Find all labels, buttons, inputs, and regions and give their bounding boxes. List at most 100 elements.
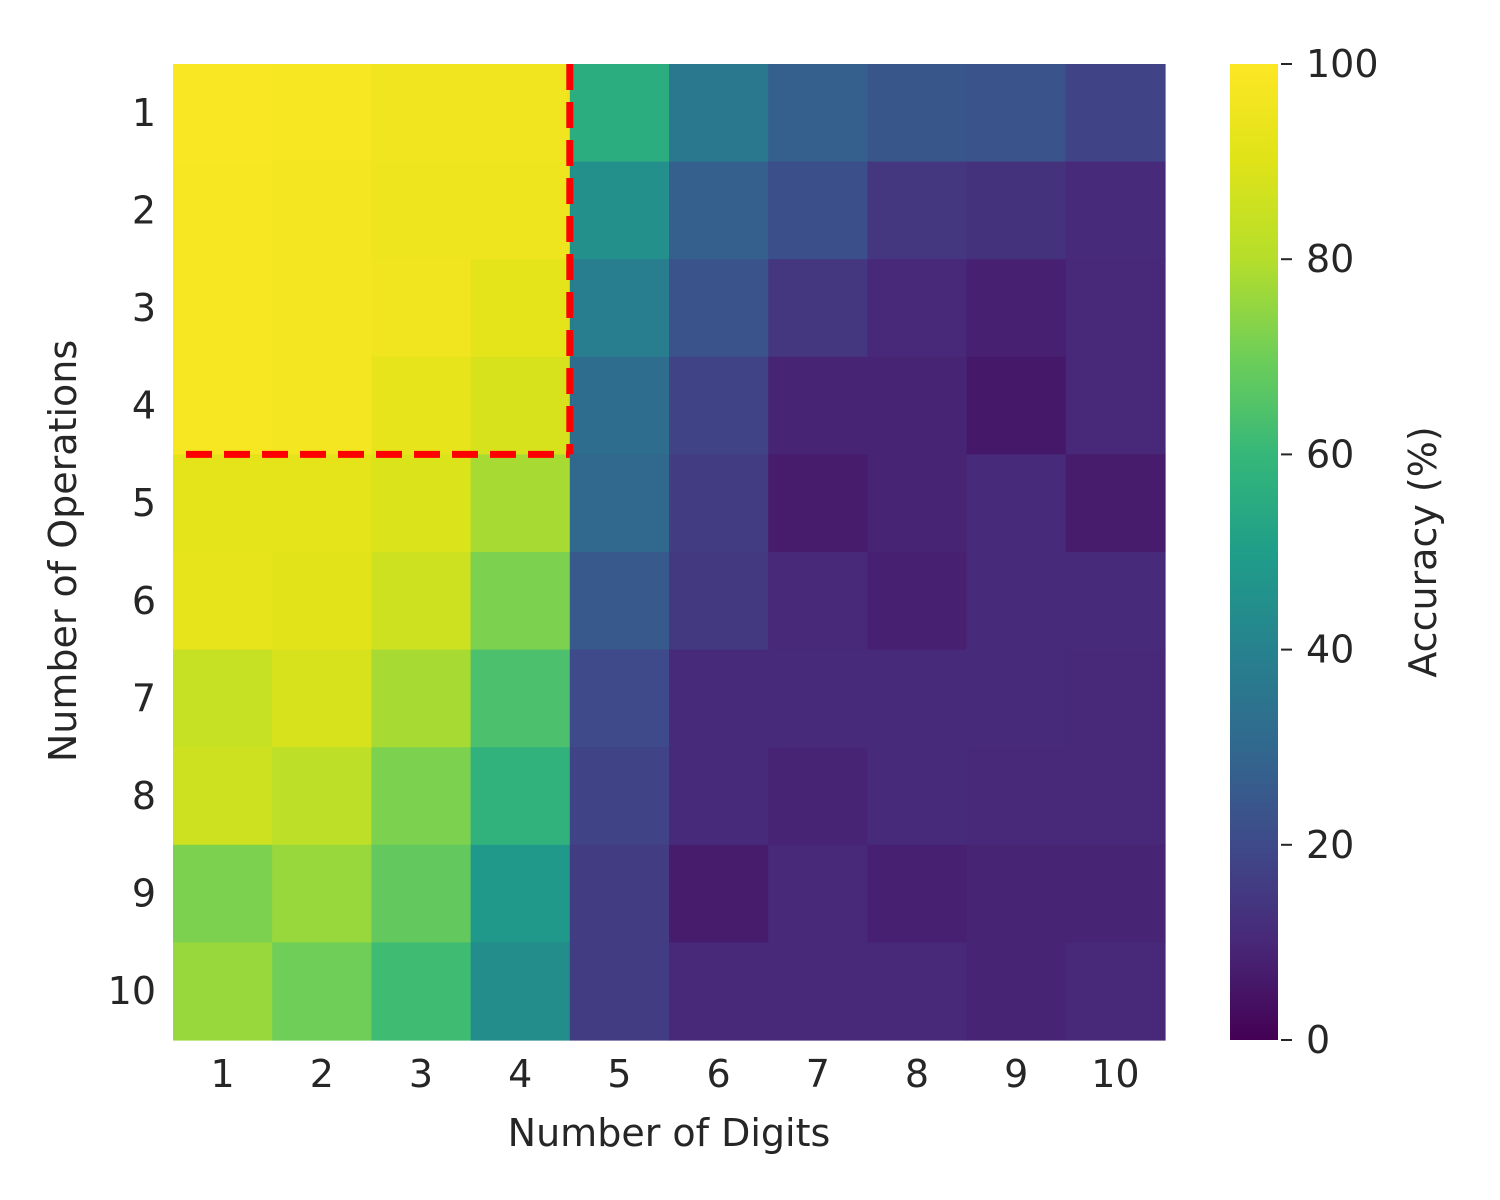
y-tick-label: 10 — [108, 969, 156, 1013]
heatmap-cell — [966, 942, 1067, 1041]
heatmap-cell — [768, 649, 868, 748]
heatmap-cell — [966, 747, 1067, 846]
y-axis-label: Number of Operations — [41, 340, 85, 762]
heatmap-cell — [669, 161, 769, 260]
heatmap-cell — [966, 259, 1067, 358]
heatmap-cell — [669, 259, 769, 358]
y-tick-labels: 1 2 3 4 5 6 7 8 9 10 — [108, 91, 156, 1013]
heatmap-cells — [173, 64, 1166, 1041]
colorbar — [1230, 64, 1278, 1040]
heatmap-cell — [569, 64, 670, 163]
colorbar-tick-label: 100 — [1306, 42, 1379, 86]
heatmap-cell — [867, 356, 968, 455]
heatmap-cell — [768, 942, 868, 1041]
heatmap-cell — [173, 454, 273, 553]
y-tick-label: 9 — [132, 872, 156, 916]
heatmap-cell — [1065, 747, 1166, 846]
heatmap-cell — [768, 552, 868, 651]
y-tick-label: 7 — [132, 676, 156, 720]
heatmap-cell — [272, 64, 372, 163]
heatmap-cell — [569, 259, 670, 358]
heatmap-cell — [470, 747, 571, 846]
heatmap-cell — [173, 259, 273, 358]
heatmap-cell — [272, 161, 372, 260]
heatmap-cell — [867, 161, 968, 260]
colorbar-ticks: 0 20 40 60 80 100 — [1281, 42, 1379, 1062]
heatmap-cell — [1065, 844, 1166, 943]
y-tick-label: 4 — [132, 384, 156, 428]
heatmap-cell — [371, 259, 472, 358]
heatmap-cell — [1065, 161, 1166, 260]
heatmap-cell — [470, 259, 571, 358]
x-axis-label: Number of Digits — [508, 1111, 831, 1155]
heatmap-cell — [569, 844, 670, 943]
heatmap-cell — [173, 161, 273, 260]
heatmap-cell — [569, 747, 670, 846]
x-tick-label: 7 — [806, 1052, 830, 1096]
y-tick-label: 1 — [132, 91, 156, 135]
heatmap-cell — [867, 844, 968, 943]
heatmap-cell — [966, 552, 1067, 651]
y-tick-label: 3 — [132, 286, 156, 330]
heatmap-cell — [867, 552, 968, 651]
heatmap-cell — [272, 259, 372, 358]
x-tick-label: 5 — [607, 1052, 631, 1096]
heatmap-cell — [768, 844, 868, 943]
heatmap-cell — [1065, 356, 1166, 455]
heatmap-cell — [173, 649, 273, 748]
heatmap-cell — [371, 747, 472, 846]
heatmap-cell — [1065, 942, 1166, 1041]
heatmap-cell — [669, 844, 769, 943]
heatmap-cell — [173, 64, 273, 163]
heatmap-cell — [173, 747, 273, 846]
heatmap-cell — [867, 747, 968, 846]
heatmap-cell — [1065, 552, 1166, 651]
y-tick-label: 8 — [132, 774, 156, 818]
x-tick-label: 2 — [310, 1052, 334, 1096]
x-tick-label: 4 — [508, 1052, 532, 1096]
x-tick-label: 10 — [1091, 1052, 1139, 1096]
heatmap-cell — [371, 844, 472, 943]
x-tick-labels: 1 2 3 4 5 6 7 8 9 10 — [211, 1052, 1140, 1096]
heatmap-cell — [966, 844, 1067, 943]
heatmap-cell — [867, 64, 968, 163]
x-tick-label: 6 — [707, 1052, 731, 1096]
dashed-region-annotation — [186, 64, 574, 458]
heatmap-cell — [768, 259, 868, 358]
heatmap-cell — [272, 844, 372, 943]
heatmap-cell — [371, 942, 472, 1041]
heatmap-cell — [669, 64, 769, 163]
colorbar-tick-label: 40 — [1306, 628, 1354, 672]
heatmap-cell — [173, 942, 273, 1041]
heatmap-cell — [768, 747, 868, 846]
heatmap-cell — [470, 454, 571, 553]
x-tick-label: 8 — [905, 1052, 929, 1096]
heatmap-cell — [966, 161, 1067, 260]
heatmap-cell — [272, 552, 372, 651]
heatmap-cell — [1065, 454, 1166, 553]
colorbar-tick-label: 0 — [1306, 1018, 1330, 1062]
heatmap-cell — [272, 649, 372, 748]
heatmap-cell — [966, 64, 1067, 163]
heatmap-cell — [669, 747, 769, 846]
y-tick-label: 6 — [132, 579, 156, 623]
colorbar-tick-label: 20 — [1306, 823, 1354, 867]
heatmap-cell — [173, 356, 273, 455]
heatmap-cell — [768, 356, 868, 455]
heatmap-cell — [966, 356, 1067, 455]
heatmap-cell — [371, 356, 472, 455]
heatmap-cell — [569, 649, 670, 748]
x-tick-label: 1 — [211, 1052, 235, 1096]
heatmap-cell — [569, 552, 670, 651]
heatmap-cell — [669, 942, 769, 1041]
heatmap-cell — [272, 747, 372, 846]
heatmap-cell — [470, 552, 571, 651]
heatmap-cell — [470, 844, 571, 943]
heatmap-cell — [272, 942, 372, 1041]
heatmap-cell — [867, 942, 968, 1041]
heatmap-cell — [569, 454, 670, 553]
heatmap-cell — [371, 64, 472, 163]
heatmap-cell — [272, 454, 372, 553]
heatmap-cell — [768, 64, 868, 163]
